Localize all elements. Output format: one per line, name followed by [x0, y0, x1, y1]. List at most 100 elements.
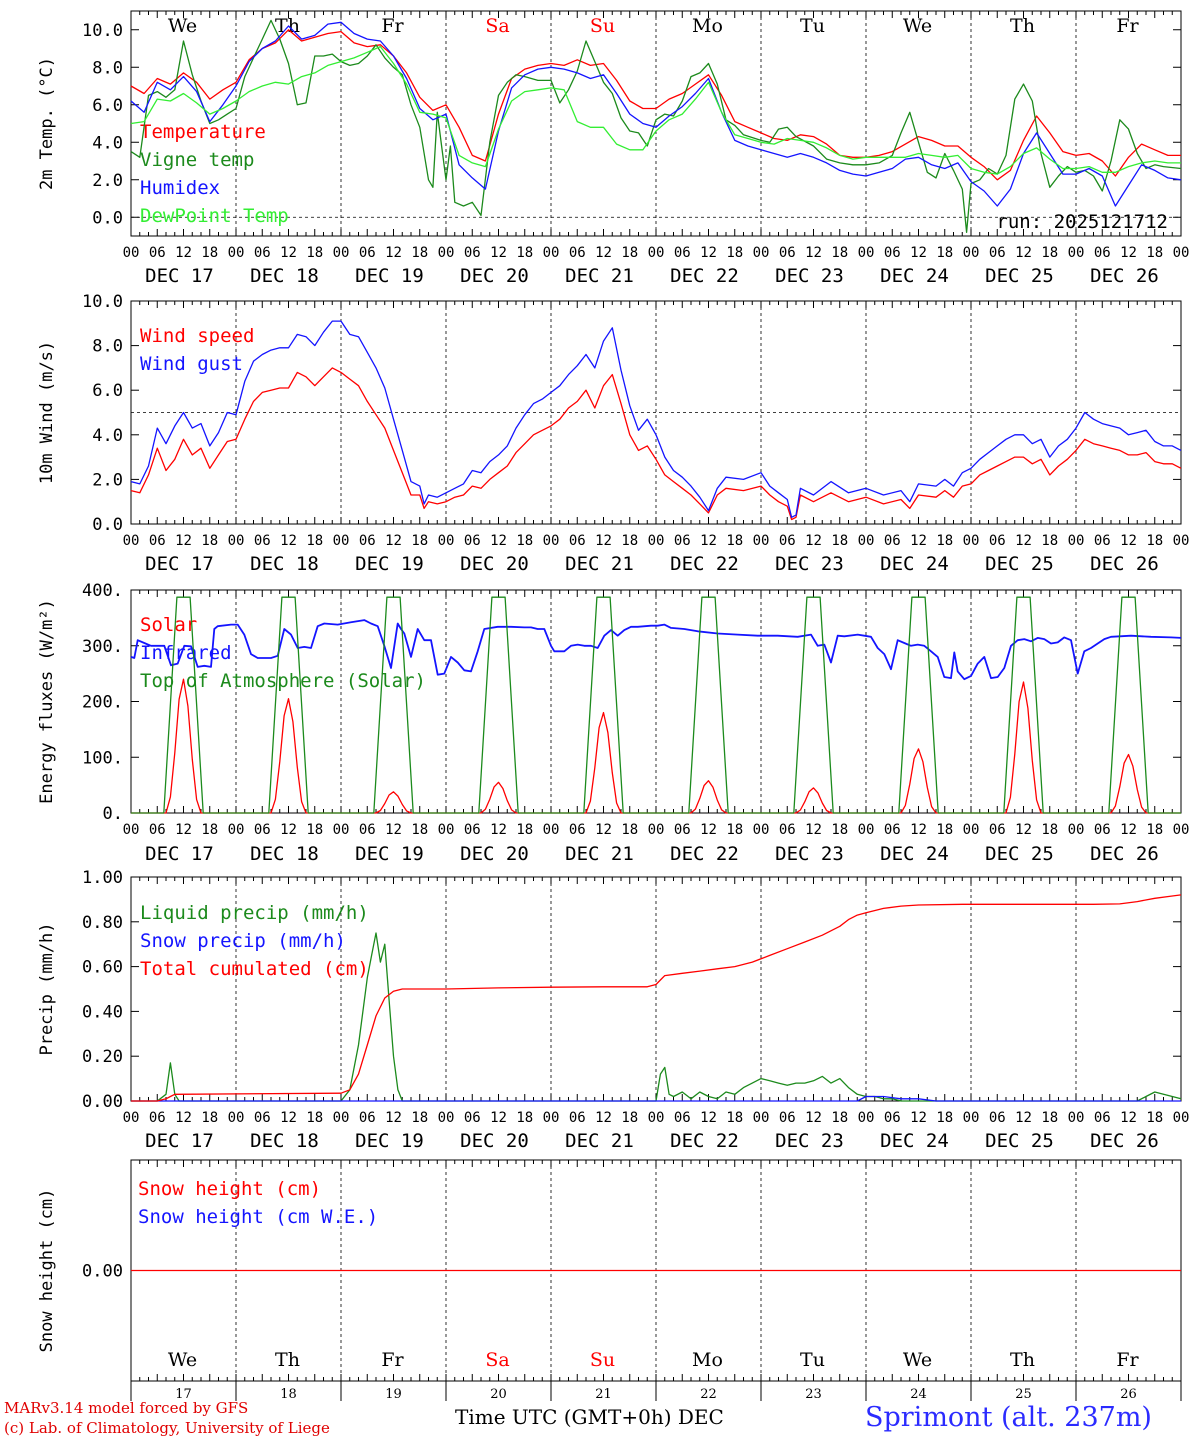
wind-hour-label: 00	[1173, 533, 1190, 549]
time-axis-title: Time UTC (GMT+0h) DEC	[455, 1405, 724, 1429]
snow-weekday-label: Su	[590, 1349, 615, 1371]
energy-hour-label: 18	[516, 822, 533, 838]
wind-day-label: DEC 20	[460, 553, 529, 575]
wind-hour-label: 18	[936, 533, 953, 549]
energy-hour-label: 12	[1120, 822, 1137, 838]
temperature-y-tick-label: 6.0	[92, 96, 123, 116]
temperature-hour-label: 00	[228, 245, 245, 261]
precip-hour-label: 00	[228, 1110, 245, 1126]
temperature-series-humidex	[130, 21, 1182, 207]
precip-day-label: DEC 20	[460, 1130, 529, 1152]
precip-hour-label: 12	[280, 1110, 297, 1126]
temperature-weekday-label: Su	[590, 15, 615, 37]
wind-hour-label: 12	[1015, 533, 1032, 549]
day-number-label: 21	[595, 1387, 612, 1402]
temperature-weekday-label: Fr	[1116, 15, 1139, 37]
temperature-hour-label: 18	[516, 245, 533, 261]
snow-y-tick-label: 0.00	[82, 1262, 123, 1282]
energy-hour-label: 06	[674, 822, 691, 838]
temperature-series-temperature	[130, 29, 1181, 181]
wind-hour-label: 00	[648, 533, 665, 549]
temperature-legend-entry: Humidex	[140, 177, 220, 199]
energy-hour-label: 00	[648, 822, 665, 838]
precip-hour-label: 06	[884, 1110, 901, 1126]
snow-weekday-label: Th	[1010, 1349, 1035, 1371]
precip-hour-label: 00	[543, 1110, 560, 1126]
day-number-label: 22	[700, 1387, 717, 1402]
wind-hour-label: 12	[175, 533, 192, 549]
temperature-hour-label: 12	[1015, 245, 1032, 261]
day-number-label: 24	[910, 1387, 927, 1402]
precip-hour-label: 12	[175, 1110, 192, 1126]
energy-day-label: DEC 24	[880, 843, 949, 865]
temperature-hour-label: 18	[1146, 245, 1163, 261]
temperature-hour-label: 00	[648, 245, 665, 261]
temperature-hour-label: 00	[753, 245, 770, 261]
temperature-series-dewpoint-temp	[130, 45, 1181, 175]
energy-day-label: DEC 21	[565, 843, 634, 865]
temperature-day-label: DEC 22	[670, 265, 739, 287]
snow-legend-entry: Snow height (cm)	[138, 1178, 321, 1200]
temperature-y-tick-label: 4.0	[92, 133, 123, 153]
precip-hour-label: 12	[595, 1110, 612, 1126]
wind-hour-label: 06	[779, 533, 796, 549]
energy-hour-label: 12	[595, 822, 612, 838]
energy-hour-label: 06	[884, 822, 901, 838]
energy-y-tick-label: 300.	[82, 637, 123, 657]
run-annotation: run: 2025121712	[996, 211, 1168, 233]
precip-hour-label: 18	[831, 1110, 848, 1126]
precip-legend-entry: Liquid precip (mm/h)	[140, 902, 369, 924]
wind-hour-label: 06	[989, 533, 1006, 549]
temperature-hour-label: 12	[805, 245, 822, 261]
temperature-legend-entry: Vigne temp	[140, 149, 254, 171]
wind-hour-label: 18	[201, 533, 218, 549]
wind-hour-label: 12	[700, 533, 717, 549]
temperature-hour-label: 00	[543, 245, 560, 261]
precip-hour-label: 00	[753, 1110, 770, 1126]
wind-hour-label: 12	[595, 533, 612, 549]
wind-hour-label: 00	[963, 533, 980, 549]
energy-y-tick-label: 200.	[82, 693, 123, 713]
temperature-hour-label: 06	[464, 245, 481, 261]
energy-hour-label: 18	[936, 822, 953, 838]
precip-hour-label: 12	[1015, 1110, 1032, 1126]
energy-hour-label: 00	[543, 822, 560, 838]
temperature-hour-label: 00	[858, 245, 875, 261]
wind-day-label: DEC 19	[355, 553, 424, 575]
temperature-hour-label: 00	[438, 245, 455, 261]
temperature-hour-label: 12	[175, 245, 192, 261]
wind-hour-label: 06	[254, 533, 271, 549]
energy-hour-label: 06	[464, 822, 481, 838]
energy-day-label: DEC 17	[145, 843, 214, 865]
temperature-hour-label: 06	[674, 245, 691, 261]
wind-day-label: DEC 17	[145, 553, 214, 575]
precip-hour-label: 00	[858, 1110, 875, 1126]
energy-hour-label: 18	[1146, 822, 1163, 838]
wind-y-tick-label: 2.0	[92, 470, 123, 490]
wind-day-label: DEC 21	[565, 553, 634, 575]
precip-day-label: DEC 22	[670, 1130, 739, 1152]
energy-hour-label: 18	[306, 822, 323, 838]
snow-weekday-label: Th	[275, 1349, 300, 1371]
snow-weekday-label: Mo	[692, 1349, 723, 1371]
wind-hour-label: 18	[1041, 533, 1058, 549]
precip-hour-label: 06	[674, 1110, 691, 1126]
precip-legend-entry: Total cumulated (cm)	[140, 958, 369, 980]
energy-hour-label: 06	[359, 822, 376, 838]
temperature-hour-label: 06	[989, 245, 1006, 261]
precip-hour-label: 06	[779, 1110, 796, 1126]
temperature-hour-label: 12	[1120, 245, 1137, 261]
wind-series-wind-speed	[130, 367, 1182, 521]
temperature-hour-label: 18	[201, 245, 218, 261]
energy-y-axis-label: Energy fluxes (W/m²)	[37, 599, 57, 804]
temperature-hour-label: 00	[963, 245, 980, 261]
wind-hour-label: 06	[149, 533, 166, 549]
energy-day-label: DEC 19	[355, 843, 424, 865]
wind-legend-entry: Wind gust	[140, 353, 243, 375]
temperature-legend-entry: DewPoint Temp	[140, 205, 289, 227]
temperature-day-label: DEC 23	[775, 265, 844, 287]
day-number-label: 23	[805, 1387, 822, 1402]
temperature-hour-label: 18	[306, 245, 323, 261]
temperature-day-label: DEC 17	[145, 265, 214, 287]
